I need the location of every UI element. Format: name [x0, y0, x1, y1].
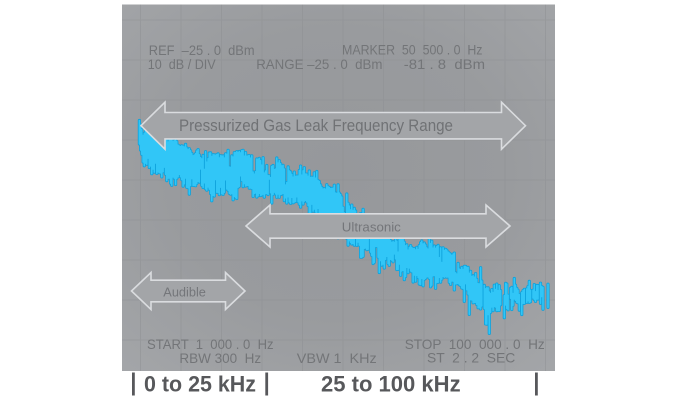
svg-text:0 to 25 kHz: 0 to 25 kHz	[144, 372, 256, 397]
svg-text:START 1 000 . 0 Hz: START 1 000 . 0 Hz	[147, 336, 274, 352]
svg-text:Pressurized Gas Leak Frequency: Pressurized Gas Leak Frequency Range	[179, 116, 453, 135]
svg-text:10 dB / DIV: 10 dB / DIV	[148, 56, 216, 72]
svg-text:Ultrasonic: Ultrasonic	[342, 221, 401, 235]
svg-text:MARKER 50 500 . 0 Hz: MARKER 50 500 . 0 Hz	[342, 42, 483, 58]
svg-text:REF –25 . 0 dBm: REF –25 . 0 dBm	[149, 42, 255, 58]
svg-text:Audible: Audible	[163, 284, 206, 299]
svg-text:25 to 100 kHz: 25 to 100 kHz	[321, 372, 461, 397]
svg-text:STOP 100 000 . 0 Hz: STOP 100 000 . 0 Hz	[405, 336, 545, 352]
svg-text:RBW 300 Hz: RBW 300 Hz	[179, 350, 261, 366]
svg-text:ST 2 . 2 SEC: ST 2 . 2 SEC	[427, 350, 515, 366]
svg-text:VBW 1 KHz: VBW 1 KHz	[297, 350, 377, 366]
svg-text:-81 . 8 dBm: -81 . 8 dBm	[404, 56, 485, 72]
svg-text:RANGE –25 . 0 dBm: RANGE –25 . 0 dBm	[256, 56, 382, 72]
